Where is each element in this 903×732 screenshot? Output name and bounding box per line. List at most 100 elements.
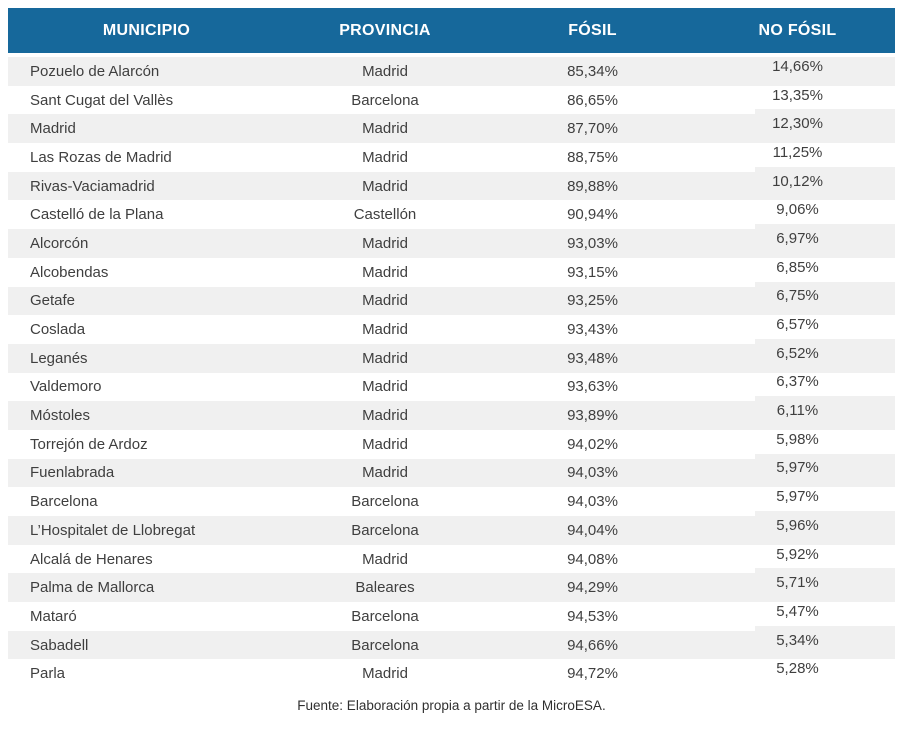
cell-no-fosil: 6,85% [700, 258, 895, 287]
cell-fosil: 89,88% [485, 171, 700, 201]
column-header-provincia: PROVINCIA [285, 8, 485, 57]
cell-no-fosil: 5,96% [700, 511, 895, 545]
cell-provincia: Castellón [353, 206, 417, 224]
cell-municipio: Leganés [8, 343, 285, 373]
cell-provincia: Barcelona [351, 607, 419, 625]
cell-fosil: 86,65% [567, 91, 618, 109]
cell-no-fosil-value: 6,52% [776, 344, 819, 362]
cell-municipio: Getafe [8, 286, 285, 316]
cell-fosil: 94,03% [567, 493, 618, 511]
cell-fosil: 93,48% [485, 343, 700, 373]
cell-no-fosil-value: 5,98% [776, 430, 819, 448]
cell-no-fosil-value: 5,97% [776, 488, 819, 506]
cell-fosil: 90,94% [567, 206, 618, 224]
cell-no-fosil: 5,71% [700, 568, 895, 603]
cell-municipio: Las Rozas de Madrid [30, 148, 172, 166]
table-row: Valdemoro Madrid 93,63% 6,37% [8, 373, 895, 402]
cell-no-fosil-value: 5,96% [776, 516, 819, 534]
cell-fosil: 93,03% [485, 229, 700, 258]
cell-no-fosil: 6,11% [700, 396, 895, 430]
cell-no-fosil-value: 5,92% [776, 545, 819, 563]
cell-no-fosil-value: 5,28% [776, 660, 819, 678]
cell-no-fosil: 5,34% [700, 625, 895, 660]
cell-no-fosil: 5,98% [700, 430, 895, 459]
table-row: Pozuelo de Alarcón Madrid 85,34% 14,66% [8, 52, 895, 86]
table-row: Mataró Barcelona 94,53% 5,47% [8, 602, 895, 631]
cell-municipio: Castelló de la Plana [30, 206, 164, 224]
cell-no-fosil-value: 5,71% [776, 574, 819, 592]
cell-municipio: L’Hospitalet de Llobregat [8, 516, 285, 545]
energy-mix-table: MUNICIPIO PROVINCIA FÓSIL NO FÓSIL Pozue… [8, 8, 895, 688]
cell-no-fosil-value: 13,35% [772, 86, 823, 104]
cell-no-fosil: 9,06% [700, 200, 895, 229]
cell-fosil: 93,89% [485, 401, 700, 430]
cell-municipio: Mataró [30, 607, 77, 625]
cell-no-fosil: 6,37% [700, 373, 895, 402]
cell-provincia: Barcelona [285, 516, 485, 545]
cell-fosil: 94,72% [567, 665, 618, 683]
cell-municipio: Coslada [30, 321, 86, 339]
column-header-municipio: MUNICIPIO [8, 8, 285, 57]
cell-provincia: Barcelona [285, 630, 485, 660]
cell-provincia: Madrid [362, 263, 408, 281]
cell-municipio: Valdemoro [30, 378, 102, 396]
cell-provincia: Madrid [362, 550, 408, 568]
source-note: Fuente: Elaboración propia a partir de l… [297, 698, 606, 714]
cell-no-fosil: 6,75% [700, 281, 895, 316]
cell-provincia: Madrid [285, 171, 485, 201]
cell-no-fosil: 6,52% [700, 338, 895, 373]
column-header-no-fosil: NO FÓSIL [700, 8, 895, 57]
cell-no-fosil: 10,12% [700, 166, 895, 201]
cell-municipio: Alcorcón [8, 229, 285, 258]
cell-fosil: 94,02% [567, 435, 618, 453]
table-body: Pozuelo de Alarcón Madrid 85,34% 14,66% Sant… [8, 52, 895, 688]
cell-municipio: Sabadell [8, 630, 285, 660]
cell-no-fosil: 14,66% [700, 52, 895, 86]
cell-no-fosil-value: 6,57% [776, 316, 819, 334]
cell-municipio: Alcobendas [30, 263, 109, 281]
table-row: Barcelona Barcelona 94,03% 5,97% [8, 487, 895, 516]
cell-no-fosil: 5,47% [700, 602, 895, 631]
cell-provincia: Madrid [285, 57, 485, 86]
cell-fosil: 94,08% [567, 550, 618, 568]
table-row: L’Hospitalet de Llobregat Barcelona 94,04%… [8, 511, 895, 545]
cell-fosil: 94,04% [485, 516, 700, 545]
table-row: Parla Madrid 94,72% 5,28% [8, 659, 895, 688]
cell-provincia: Madrid [362, 665, 408, 683]
table-header: MUNICIPIO PROVINCIA FÓSIL NO FÓSIL [8, 8, 895, 57]
cell-no-fosil: 6,57% [700, 315, 895, 344]
cell-no-fosil: 5,92% [700, 545, 895, 574]
table-row: Alcobendas Madrid 93,15% 6,85% [8, 258, 895, 287]
cell-no-fosil: 6,97% [700, 224, 895, 258]
column-header-fosil: FÓSIL [485, 8, 700, 57]
cell-no-fosil-value: 5,97% [776, 459, 819, 477]
cell-provincia: Madrid [285, 343, 485, 373]
cell-no-fosil: 12,30% [700, 109, 895, 144]
cell-municipio: Torrejón de Ardoz [30, 435, 148, 453]
cell-provincia: Madrid [362, 435, 408, 453]
cell-provincia: Madrid [285, 401, 485, 430]
cell-no-fosil-value: 6,97% [776, 229, 819, 247]
table-row: Rivas-Vaciamadrid Madrid 89,88% 10,12% [8, 166, 895, 201]
table-row: Móstoles Madrid 93,89% 6,11% [8, 396, 895, 430]
cell-fosil: 94,29% [485, 573, 700, 603]
cell-fosil: 93,43% [567, 321, 618, 339]
header-row: MUNICIPIO PROVINCIA FÓSIL NO FÓSIL [8, 8, 895, 57]
cell-no-fosil-value: 5,34% [776, 631, 819, 649]
table-row: Alcorcón Madrid 93,03% 6,97% [8, 224, 895, 258]
cell-municipio: Alcalá de Henares [30, 550, 153, 568]
cell-no-fosil-value: 6,37% [776, 373, 819, 391]
table-row: Sabadell Barcelona 94,66% 5,34% [8, 625, 895, 660]
cell-municipio: Pozuelo de Alarcón [8, 57, 285, 86]
table-row: Madrid Madrid 87,70% 12,30% [8, 109, 895, 144]
cell-no-fosil-value: 6,75% [776, 287, 819, 305]
cell-provincia: Barcelona [351, 493, 419, 511]
cell-municipio: Rivas-Vaciamadrid [8, 171, 285, 201]
cell-no-fosil-value: 9,06% [776, 201, 819, 219]
cell-no-fosil: 5,28% [700, 659, 895, 688]
table-row: Palma de Mallorca Baleares 94,29% 5,71% [8, 568, 895, 603]
cell-no-fosil-value: 12,30% [772, 115, 823, 133]
cell-no-fosil: 13,35% [700, 86, 895, 115]
table-row: Alcalá de Henares Madrid 94,08% 5,92% [8, 545, 895, 574]
